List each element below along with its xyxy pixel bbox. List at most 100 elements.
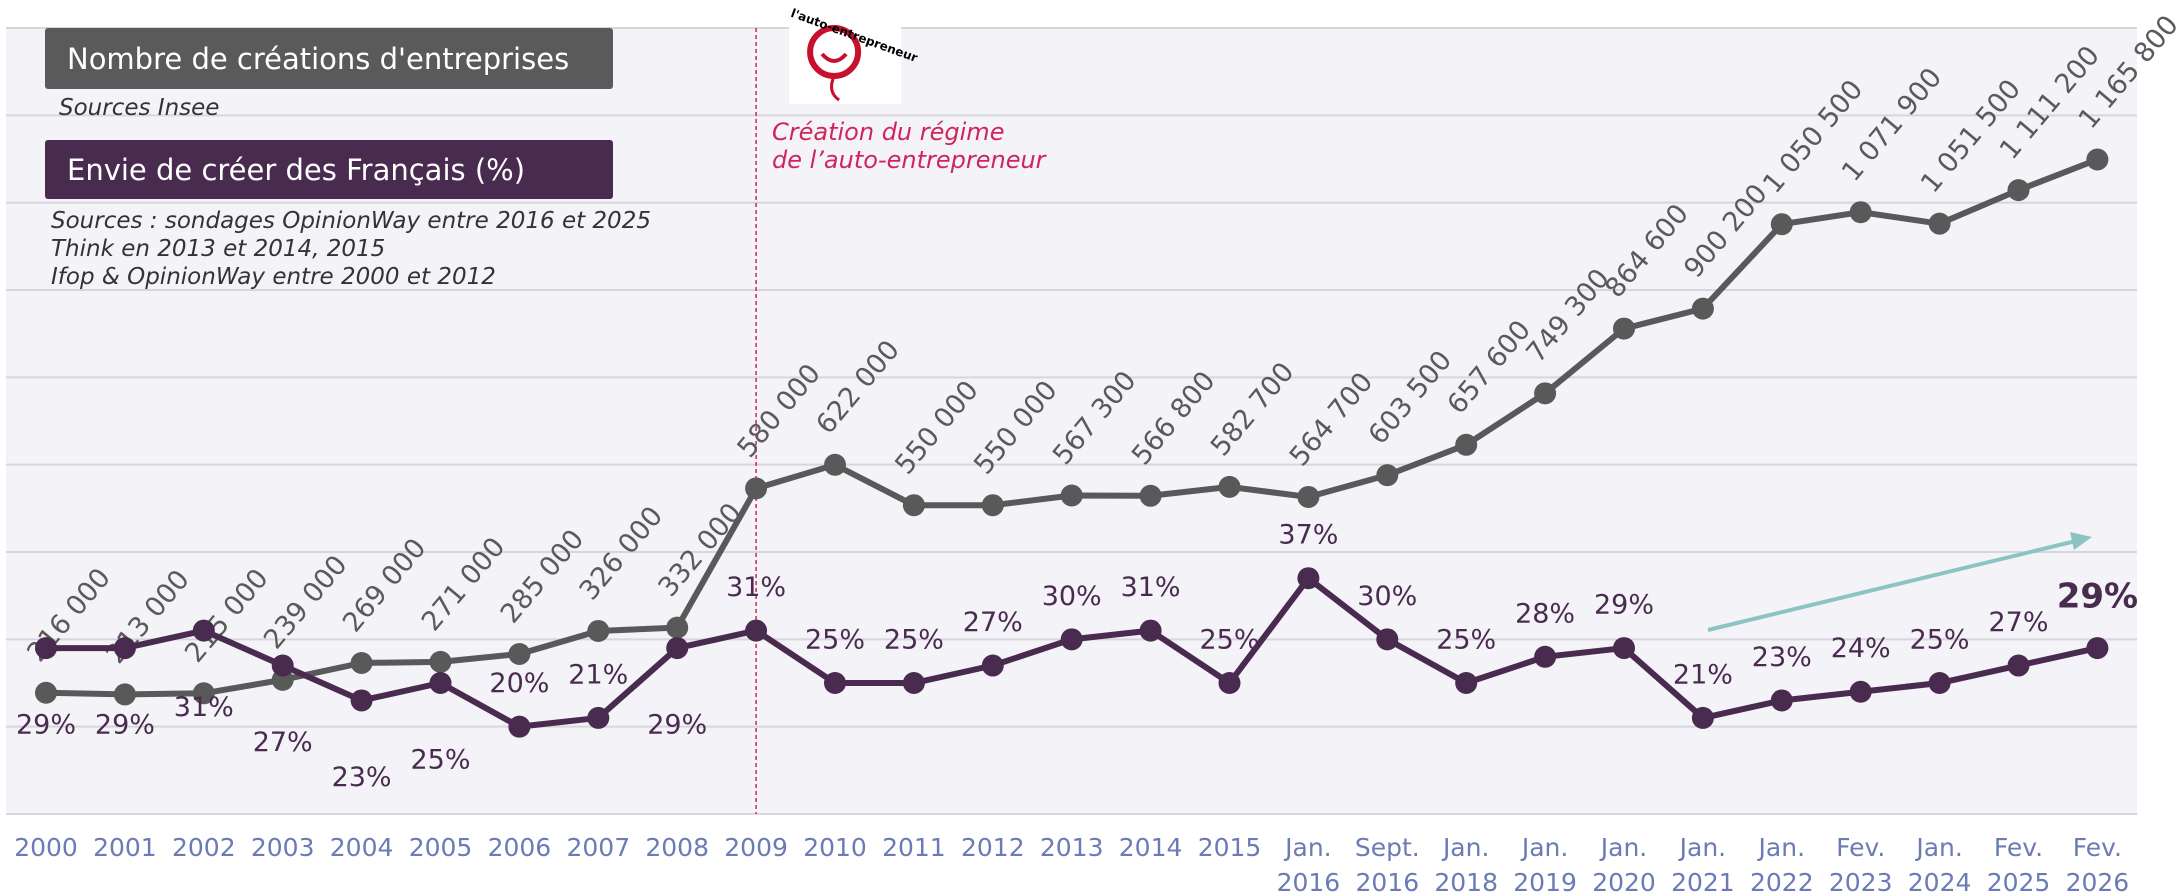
annotation-line: de l’auto-entrepreneur — [772, 146, 1046, 174]
value-label: 25% — [884, 625, 944, 656]
x-tick-label: 2002 — [171, 833, 236, 862]
data-point — [1455, 672, 1478, 694]
x-tick-label: Sept. 2016 — [1354, 833, 1420, 896]
data-point — [587, 619, 610, 642]
data-point — [113, 683, 136, 706]
x-tick-label: 2010 — [803, 833, 867, 862]
value-label: 25% — [1436, 625, 1496, 656]
value-label: 37% — [1278, 520, 1338, 551]
x-tick-label: 2009 — [724, 833, 788, 862]
data-point — [745, 477, 768, 500]
value-label: 29% — [95, 710, 155, 741]
x-tick-label: 2015 — [1197, 833, 1262, 862]
data-point — [1691, 706, 1714, 729]
data-point — [1849, 680, 1872, 703]
value-label: 21% — [1673, 659, 1733, 690]
data-point — [429, 650, 452, 673]
data-point — [2086, 637, 2109, 660]
x-tick-label: 2006 — [487, 833, 552, 862]
data-point — [350, 651, 373, 674]
data-point — [1849, 201, 1872, 224]
data-point — [1139, 484, 1162, 507]
trend-arrow — [1707, 538, 2081, 632]
value-label: 25% — [1199, 625, 1259, 656]
x-tick-label: 2005 — [408, 833, 473, 862]
data-point — [1455, 433, 1478, 456]
data-point — [666, 637, 689, 660]
trend-arrow-head — [2070, 532, 2092, 550]
data-point — [192, 619, 215, 642]
source: Ifop & OpinionWay entre 2000 et 2012 — [51, 264, 496, 290]
value-label: 27% — [963, 607, 1023, 638]
value-label: 21% — [568, 659, 628, 690]
x-tick-label: 2001 — [93, 833, 157, 862]
x-tick-label: Jan. 2019 — [1513, 833, 1577, 896]
x-tick-label: Jan. 2024 — [1907, 833, 1972, 896]
data-point — [1534, 382, 1557, 405]
x-tick-label: 2000 — [14, 833, 78, 862]
x-tick-label: Jan. 2022 — [1749, 833, 1814, 896]
x-tick-label: 2003 — [250, 833, 315, 862]
source: Think en 2013 et 2014, 2015 — [51, 236, 386, 262]
data-point — [429, 672, 452, 694]
data-point — [508, 715, 531, 738]
data-point — [902, 672, 925, 694]
data-point — [1060, 628, 1083, 651]
series-title: Envie de créer des Français (%) — [45, 140, 613, 199]
data-point — [587, 706, 610, 729]
data-point — [113, 637, 136, 660]
value-label: 28% — [1515, 598, 1575, 629]
logo: l'auto-entrepreneur — [789, 2, 919, 104]
x-tick-label: Fev. 2023 — [1828, 833, 1893, 896]
annotation-line: Création du régime — [772, 118, 1005, 146]
data-point — [1928, 672, 1951, 694]
value-label: 25% — [1910, 625, 1970, 656]
data-point — [1534, 645, 1557, 668]
x-tick-label: 2007 — [566, 833, 631, 862]
data-point — [981, 494, 1004, 517]
x-tick-label: 2013 — [1039, 833, 1104, 862]
data-point — [981, 654, 1004, 677]
value-label: 23% — [1752, 642, 1812, 673]
data-point — [824, 453, 846, 476]
x-tick-label: 2004 — [329, 833, 394, 862]
data-point — [35, 637, 57, 660]
data-point — [1613, 317, 1635, 340]
value-label: 27% — [253, 727, 313, 758]
value-label: 31% — [174, 692, 234, 723]
value-label: 31% — [1121, 572, 1181, 603]
data-point — [902, 494, 925, 517]
data-point — [2007, 179, 2030, 202]
x-tick-label: 2012 — [960, 833, 1025, 862]
value-label: 29% — [1594, 590, 1654, 621]
data-point — [1770, 213, 1793, 236]
logo-tail — [830, 75, 841, 102]
data-point — [666, 616, 689, 639]
value-label: 20% — [489, 668, 549, 699]
value-label: 25% — [805, 625, 865, 656]
value-label: 29% — [16, 710, 76, 741]
data-point — [1060, 484, 1083, 507]
data-point — [508, 642, 531, 665]
x-tick-label: Fev. 2026 — [2065, 833, 2130, 896]
value-label: 25% — [410, 745, 470, 776]
value-label: 31% — [726, 572, 786, 603]
data-point — [1691, 297, 1714, 320]
x-tick-label: Jan. 2021 — [1671, 833, 1735, 896]
annotation: Création du régime de l’auto-entrepreneu… — [772, 118, 1046, 174]
value-label: 30% — [1042, 581, 1102, 612]
data-point — [1297, 485, 1320, 508]
value-label: 24% — [1831, 633, 1891, 664]
x-tick-label: Jan. 2016 — [1276, 833, 1341, 896]
x-tick-label: Jan. 2020 — [1592, 833, 1656, 896]
data-point — [35, 681, 57, 704]
data-point — [1613, 637, 1635, 660]
x-tick-label: 2008 — [645, 833, 709, 862]
data-point — [2007, 654, 2030, 677]
value-label: 30% — [1357, 581, 1417, 612]
value-label: 27% — [1988, 607, 2048, 638]
data-point — [271, 654, 294, 677]
data-point — [824, 672, 846, 694]
data-point — [1928, 212, 1951, 235]
